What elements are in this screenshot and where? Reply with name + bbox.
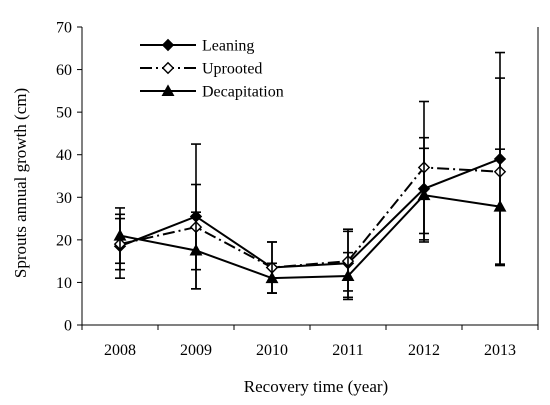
x-tick-label: 2013 bbox=[484, 342, 516, 359]
legend-item: Leaning bbox=[140, 38, 254, 55]
chart-legend: Leaning Uprooted Decapitation bbox=[140, 38, 284, 101]
legend-marker bbox=[161, 61, 175, 75]
x-tick-label: 2012 bbox=[408, 342, 440, 359]
series-line bbox=[119, 194, 501, 280]
data-point bbox=[189, 243, 203, 256]
chart-series bbox=[113, 51, 507, 301]
y-tick-label: 50 bbox=[56, 105, 72, 122]
legend-label: Decapitation bbox=[202, 84, 284, 101]
y-tick-label: 30 bbox=[56, 190, 72, 207]
series-decapitation bbox=[113, 147, 507, 301]
x-tick-label: 2010 bbox=[256, 342, 288, 359]
series-leaning bbox=[113, 51, 507, 299]
x-axis-title: Recovery time (year) bbox=[244, 377, 388, 396]
y-tick-label: 0 bbox=[64, 318, 72, 335]
data-point bbox=[493, 200, 507, 212]
series-line bbox=[119, 166, 501, 269]
y-tick-label: 10 bbox=[56, 275, 72, 292]
legend-marker bbox=[161, 38, 175, 52]
series-line bbox=[119, 158, 501, 269]
x-tick-label: 2011 bbox=[332, 342, 363, 359]
y-axis-title: Sprouts annual growth (cm) bbox=[11, 88, 30, 278]
x-tick-label: 2009 bbox=[180, 342, 212, 359]
legend-label: Leaning bbox=[202, 38, 254, 55]
data-point bbox=[265, 271, 279, 284]
data-point bbox=[417, 188, 431, 201]
legend-label: Uprooted bbox=[202, 61, 262, 78]
legend-item: Decapitation bbox=[140, 84, 284, 101]
series-uprooted bbox=[113, 77, 507, 294]
y-tick-label: 40 bbox=[56, 147, 72, 164]
data-point bbox=[341, 269, 355, 282]
y-tick-label: 60 bbox=[56, 62, 72, 79]
legend-item: Uprooted bbox=[140, 61, 262, 78]
y-tick-label: 20 bbox=[56, 232, 72, 249]
x-tick-label: 2008 bbox=[104, 342, 136, 359]
y-tick-label: 70 bbox=[56, 20, 72, 37]
chart-axes: 0 10 20 30 40 50 60 70 2008 2009 2010 2011 2012 2013 bbox=[56, 20, 539, 359]
legend-marker bbox=[161, 84, 175, 96]
data-point bbox=[113, 228, 127, 241]
